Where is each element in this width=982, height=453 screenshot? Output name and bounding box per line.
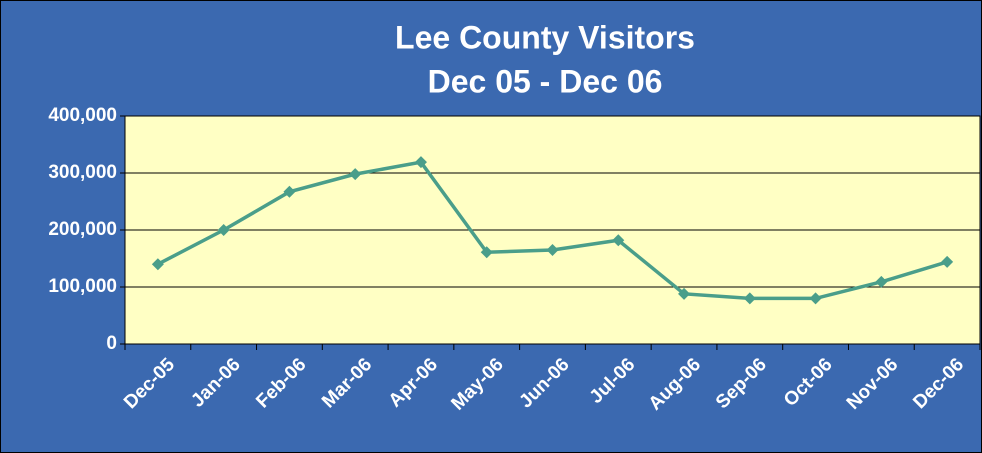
- marker: [875, 275, 888, 288]
- y-tick-label: 0: [106, 333, 117, 354]
- marker: [546, 243, 559, 256]
- marker: [480, 246, 493, 259]
- chart-title: Lee County Visitors: [395, 19, 695, 55]
- marker: [217, 224, 230, 236]
- chart-subtitle: Dec 05 - Dec 06: [428, 63, 663, 99]
- marker: [414, 156, 427, 169]
- marker: [743, 292, 756, 305]
- marker: [283, 185, 296, 198]
- y-tick-label: 400,000: [48, 105, 117, 126]
- marker: [809, 292, 822, 305]
- y-tick-label: 300,000: [48, 162, 117, 183]
- marker: [678, 287, 691, 300]
- marker: [349, 168, 362, 181]
- marker: [612, 234, 625, 247]
- marker: [151, 258, 164, 271]
- y-tick-label: 100,000: [48, 276, 117, 297]
- y-tick-label: 200,000: [48, 219, 117, 240]
- marker: [941, 255, 954, 268]
